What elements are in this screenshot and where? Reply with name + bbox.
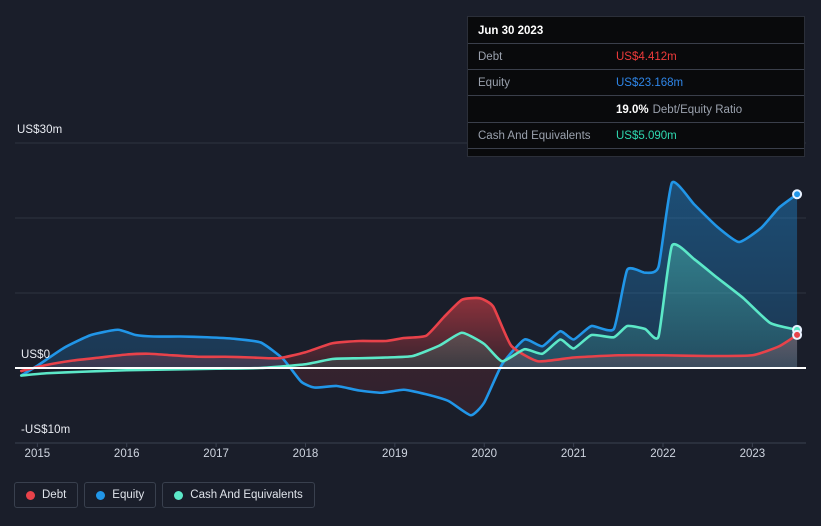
x-axis-tick-label: 2019: [382, 448, 408, 460]
y-axis-label-top: US$30m: [17, 124, 63, 136]
x-axis-tick-label: 2018: [292, 448, 319, 460]
x-axis-tick-label: 2023: [739, 448, 766, 460]
x-axis-labels: 2015 2016 2017 2018 2019 2020 2021 2022 2023: [0, 448, 821, 472]
tooltip-row-cash: Cash And Equivalents US$5.090m: [468, 122, 804, 148]
tooltip-label-cash: Cash And Equivalents: [478, 129, 591, 142]
legend-item-cash-and-equivalents[interactable]: Cash And Equivalents: [162, 482, 315, 508]
chart-plot-area: US$30m US$0 -US$10m 2015 2016 2017 2018 2019…: [0, 124, 821, 472]
y-axis-label-bottom: -US$10m: [21, 424, 71, 436]
x-axis-tick-label: 2021: [560, 448, 587, 460]
tooltip-label-equity: Equity: [478, 76, 510, 89]
legend-label: Debt: [42, 489, 67, 501]
endpoint-marker: [792, 189, 803, 200]
equity-area-negative: [21, 368, 798, 416]
legend-item-equity[interactable]: Equity: [84, 482, 157, 508]
chart-legend: Debt Equity Cash And Equivalents: [14, 482, 315, 508]
x-axis-tick-label: 2020: [471, 448, 498, 460]
tooltip-footer-rule: [468, 148, 804, 156]
x-axis-tick-label: 2017: [203, 448, 229, 460]
legend-dot-cash-icon: [174, 490, 184, 500]
x-axis-tick-label: 2022: [650, 448, 676, 460]
chart-svg: [15, 142, 806, 447]
x-axis-tick-label: 2015: [24, 448, 51, 460]
debt-line: [19, 296, 799, 373]
chart-areas: [21, 181, 798, 416]
legend-label: Equity: [112, 489, 145, 501]
tooltip-row-equity: Equity US$23.168m: [468, 69, 804, 95]
tooltip-row-ratio: 19.0% Debt/Equity Ratio: [468, 95, 804, 122]
tooltip-value-cash: US$5.090m: [616, 129, 677, 142]
tooltip-ratio-group: 19.0% Debt/Equity Ratio: [616, 100, 742, 118]
endpoint-marker: [792, 329, 803, 340]
equity-line: [19, 180, 799, 417]
y-axis-label-zero: US$0: [21, 349, 51, 361]
tooltip-ratio-value: 19.0%: [616, 104, 649, 116]
tooltip-date: Jun 30 2023: [478, 25, 544, 37]
tooltip-row-debt: Debt US$4.412m: [468, 43, 804, 69]
legend-label: Cash And Equivalents: [190, 489, 303, 501]
legend-dot-equity-icon: [96, 490, 106, 500]
legend-dot-debt-icon: [26, 490, 35, 500]
legend-item-debt[interactable]: Debt: [14, 482, 79, 508]
tooltip-value-debt: US$4.412m: [616, 50, 677, 63]
tooltip-ratio-label: Debt/Equity Ratio: [652, 104, 743, 116]
x-axis-tick-label: 2016: [113, 448, 140, 460]
tooltip-label-debt: Debt: [478, 50, 503, 63]
endpoint-markers: [792, 189, 803, 340]
data-tooltip: Jun 30 2023 Debt US$4.412m Equity US$23.…: [467, 16, 805, 157]
tooltip-value-equity: US$23.168m: [616, 76, 684, 89]
